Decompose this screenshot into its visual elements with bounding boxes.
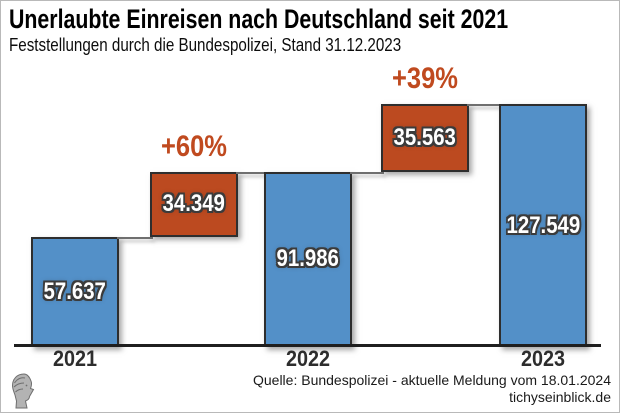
tichys-einblick-logo-icon (11, 373, 35, 409)
bar-value-label: 34.349 (162, 190, 226, 218)
total-bar-2021: 57.637 (31, 237, 119, 347)
bar-value-label: 35.563 (393, 123, 457, 151)
increase-bar-3: 35.563 (381, 104, 469, 172)
total-bar-2023: 127.549 (499, 104, 587, 347)
bar-value-label: 127.549 (506, 211, 580, 239)
connector-line (350, 171, 384, 174)
connector-line (467, 104, 502, 106)
chart-title: Unerlaubte Einreisen nach Deutschland se… (9, 4, 509, 34)
x-axis-label-2022: 2022 (285, 346, 331, 371)
increase-bar-1: 34.349 (150, 171, 238, 238)
source-block: Quelle: Bundespolizei - aktuelle Meldung… (253, 372, 611, 406)
x-axis-label-2023: 2023 (520, 346, 566, 371)
bar-value-label: 57.637 (43, 278, 107, 306)
x-axis-line (14, 344, 601, 347)
bar-value-label: 91.986 (276, 245, 340, 273)
chart-subtitle: Feststellungen durch die Bundespolizei, … (9, 34, 402, 55)
x-axis-label-2021: 2021 (52, 346, 98, 371)
connector-line (117, 237, 153, 240)
total-bar-2022: 91.986 (264, 171, 352, 347)
percent-increase-label: +60% (161, 129, 227, 163)
connector-line (236, 171, 267, 174)
website-link: tichyseinblick.de (509, 389, 611, 405)
source-text: Quelle: Bundespolizei - aktuelle Meldung… (252, 372, 611, 388)
percent-increase-label: +39% (392, 62, 458, 95)
